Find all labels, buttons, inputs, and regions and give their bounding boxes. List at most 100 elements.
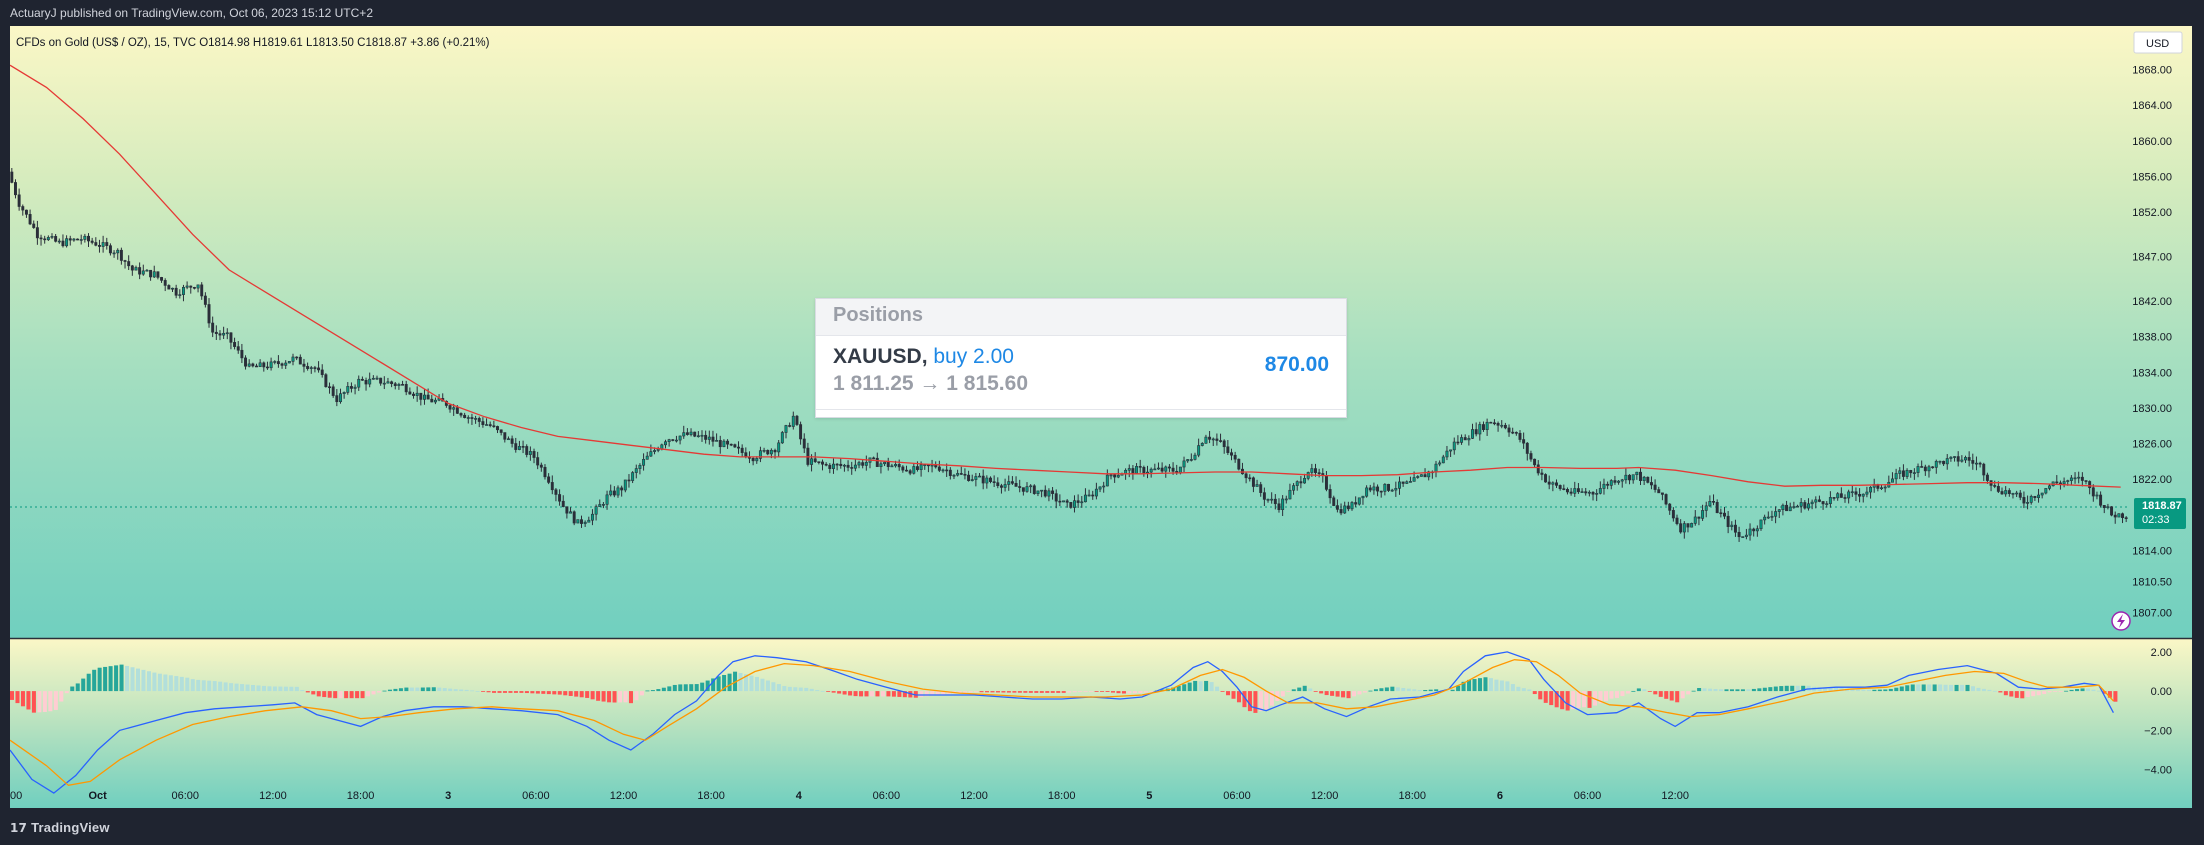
histogram-bar (1017, 691, 1022, 693)
candle (496, 425, 499, 434)
histogram-bar (1708, 688, 1713, 692)
histogram-bar (1877, 689, 1882, 692)
currency-button[interactable]: USD (2133, 31, 2183, 54)
histogram-bar (322, 691, 327, 698)
histogram-bar (957, 691, 962, 694)
candle (1288, 483, 1292, 500)
histogram-bar (787, 686, 792, 692)
histogram-bar (1483, 677, 1488, 692)
candle (192, 286, 196, 290)
candle (430, 394, 434, 403)
candle (634, 464, 638, 479)
lightning-icon[interactable] (2111, 611, 2131, 631)
histogram-bar (1264, 691, 1269, 710)
candle (1748, 523, 1752, 541)
candle (879, 461, 883, 474)
histogram-bar (694, 684, 699, 692)
histogram-bar (1220, 691, 1225, 692)
candle (470, 413, 474, 425)
candle (1482, 421, 1485, 432)
histogram-bar (831, 691, 836, 693)
candle (1617, 480, 1621, 485)
candle (65, 235, 69, 248)
histogram-bar (1949, 684, 1954, 692)
histogram-bar (1899, 686, 1904, 692)
histogram-bar (793, 687, 798, 692)
histogram-bar (1083, 691, 1088, 692)
candle (1021, 487, 1025, 496)
candle (127, 255, 131, 270)
histogram-bar (1231, 691, 1236, 699)
candle (802, 433, 806, 454)
candle (1858, 488, 1862, 503)
time-tick-label: 18:00 (347, 790, 375, 802)
histogram-bar (1138, 691, 1143, 693)
candle (517, 440, 521, 451)
candle (1507, 424, 1511, 437)
positions-panel[interactable]: Positions XAUUSD, buy 2.00 870.00 1 811.… (815, 298, 1347, 418)
histogram-bar (1582, 691, 1587, 708)
candle (145, 269, 149, 272)
chart-svg[interactable]: 1868.00 1864.00 1860.00 1856.00 1852.00 1847.… (9, 26, 2192, 808)
tradingview-logo[interactable]: 17 TradingView (10, 820, 110, 835)
candle (1836, 492, 1840, 501)
histogram-bar (2080, 688, 2085, 692)
candle (1708, 495, 1712, 508)
histogram-bar (437, 687, 442, 692)
histogram-bar (338, 691, 343, 699)
candle (1368, 484, 1372, 493)
histogram-bar (1352, 691, 1357, 697)
histogram-bar (86, 673, 91, 692)
histogram-bar (1932, 684, 1937, 692)
candle (218, 330, 222, 341)
histogram-bar (1614, 691, 1619, 698)
histogram-bar (667, 686, 672, 692)
candle (908, 469, 912, 476)
histogram-bar (541, 691, 546, 694)
histogram-bar (2025, 691, 2030, 697)
histogram-bar (1532, 691, 1537, 695)
candle (1456, 435, 1460, 446)
histogram-bar (1176, 685, 1181, 692)
candle (1317, 468, 1321, 478)
candle (364, 377, 368, 391)
candle (875, 452, 879, 467)
candle (864, 455, 868, 471)
candle (693, 431, 697, 438)
candle (287, 361, 291, 364)
histogram-bar (1253, 691, 1258, 713)
candle (2048, 484, 2051, 491)
candle (1880, 484, 1883, 491)
candle (780, 430, 784, 444)
histogram-bar (1390, 686, 1395, 692)
histogram-bar (842, 691, 847, 695)
candle (1460, 434, 1464, 445)
histogram-bar (294, 686, 299, 692)
histogram-bar (749, 675, 754, 692)
chart-area[interactable]: 1868.00 1864.00 1860.00 1856.00 1852.00 1847.… (9, 26, 2192, 808)
histogram-bar (1368, 690, 1373, 692)
candle (1733, 519, 1737, 537)
histogram-bar (908, 691, 913, 698)
candle (1332, 495, 1336, 507)
histogram-bar (1516, 686, 1521, 692)
candle (645, 451, 649, 460)
candle (1978, 461, 1982, 468)
histogram-bar (2042, 691, 2047, 695)
candle (1558, 484, 1562, 491)
candle (1182, 456, 1186, 473)
candle (718, 435, 722, 454)
candle (1671, 507, 1675, 522)
candle (1003, 478, 1007, 492)
candle (1803, 500, 1807, 510)
candle (35, 220, 39, 245)
histogram-bar (125, 665, 130, 692)
candle (872, 456, 876, 460)
histogram-bar (376, 691, 382, 693)
histogram-bar (809, 688, 814, 692)
position-symbol-line[interactable]: XAUUSD, buy 2.00 (833, 345, 1014, 368)
candle (1094, 482, 1098, 500)
histogram-bar (1034, 691, 1039, 693)
histogram-bar (557, 691, 562, 695)
time-tick-label: 3 (445, 790, 451, 802)
